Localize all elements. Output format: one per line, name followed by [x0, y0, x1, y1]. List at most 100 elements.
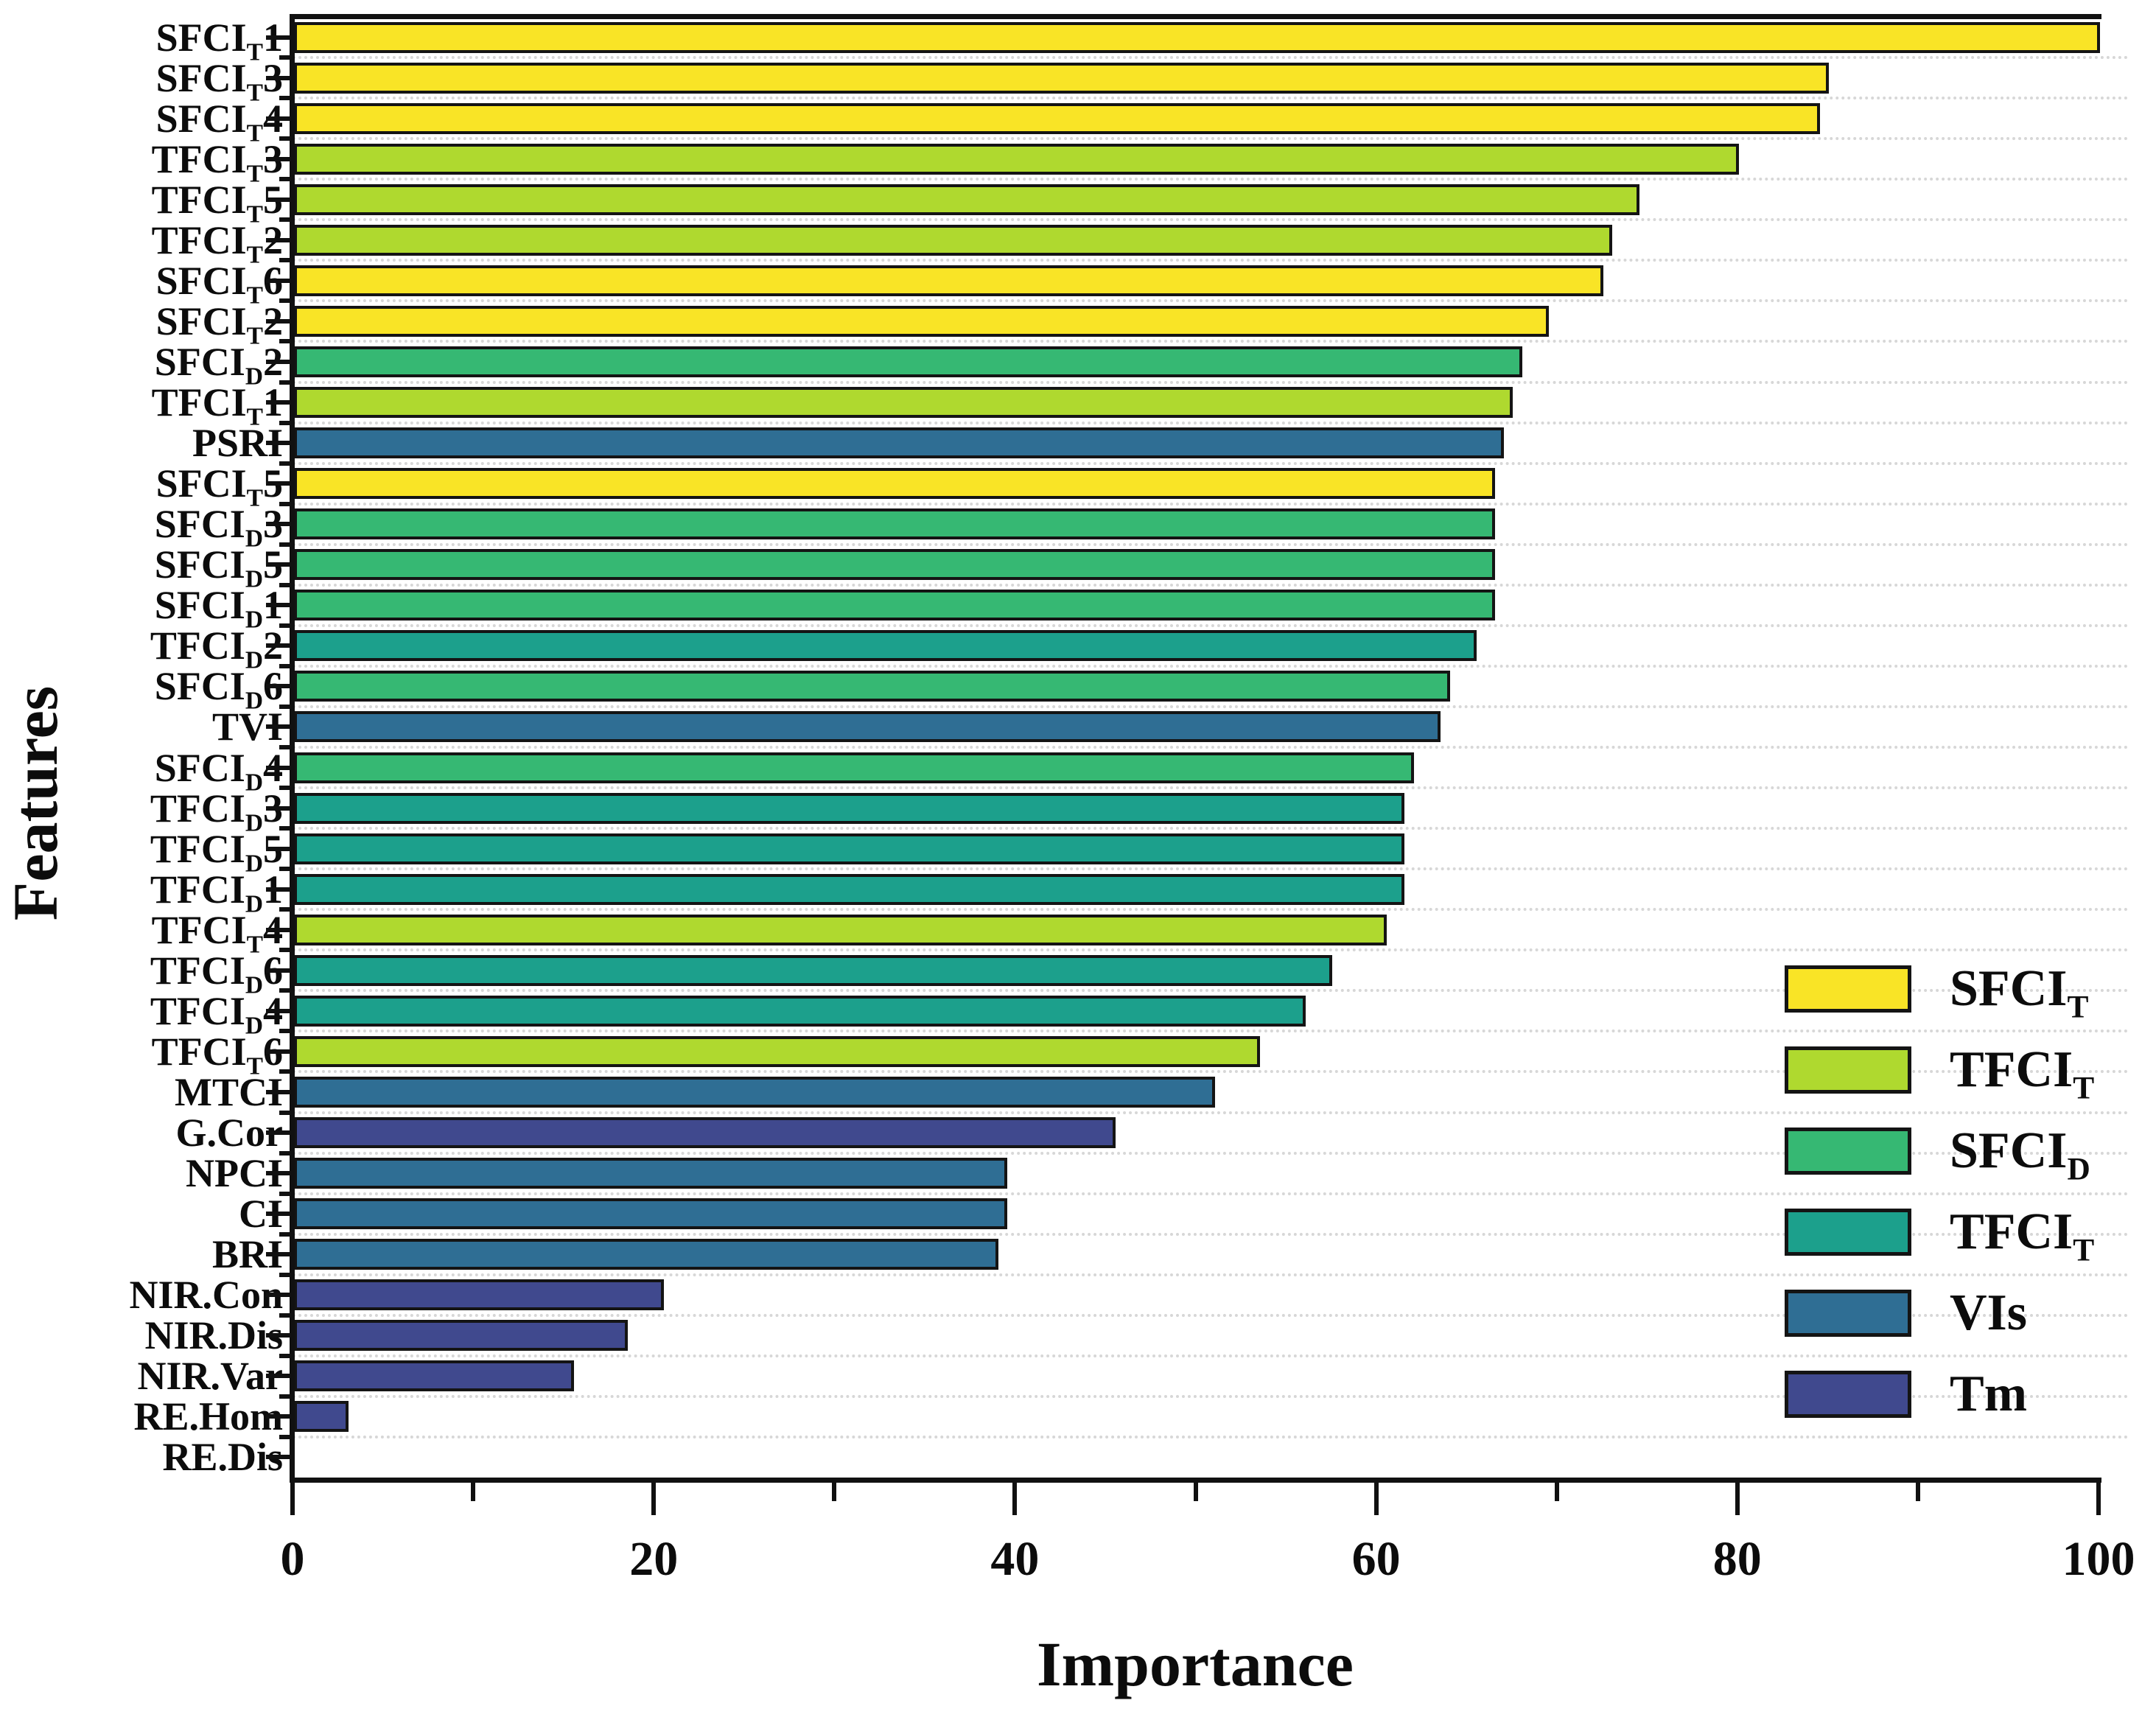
gridline [293, 1070, 2129, 1074]
gridline [293, 299, 2129, 303]
y-major-tick [266, 400, 293, 405]
y-minor-tick [279, 1353, 293, 1358]
x-tick-label: 100 [2062, 1532, 2135, 1586]
y-major-tick [266, 359, 293, 364]
legend-swatch-SFCI_T [1785, 965, 1911, 1013]
y-label: PSRI [0, 423, 283, 463]
gridline [293, 137, 2129, 141]
gridline [293, 1151, 2129, 1155]
legend-swatch-SFCI_D [1785, 1128, 1911, 1175]
label-subscript: T [246, 160, 263, 188]
bar-TFCID2 [294, 630, 1477, 662]
y-label: SFCID5 [0, 545, 283, 592]
y-minor-tick [279, 55, 293, 60]
y-label: SFCID4 [0, 748, 283, 795]
y-minor-tick [279, 177, 293, 182]
label-subscript: D [2067, 1151, 2090, 1187]
bar-MTCI [294, 1076, 1215, 1108]
y-minor-tick [279, 258, 293, 263]
bar-SFCIT5 [294, 468, 1495, 500]
x-major-tick [651, 1483, 657, 1515]
bar-TFCID4 [294, 995, 1306, 1027]
x-major-tick [1735, 1483, 1740, 1515]
bar-NIR.Dis [294, 1320, 629, 1352]
label-subscript: D [245, 647, 263, 675]
bar-SFCIT2 [294, 305, 1550, 337]
y-minor-tick [279, 1069, 293, 1074]
y-major-tick [266, 1252, 293, 1257]
gridline [293, 1313, 2129, 1317]
label-text: RE.Hom [133, 1394, 284, 1439]
y-minor-tick [279, 420, 293, 425]
y-minor-tick [279, 96, 293, 101]
y-minor-tick [279, 1231, 293, 1237]
gridline [293, 827, 2129, 831]
label-text: MTCI [175, 1069, 283, 1114]
x-tick-label: 0 [280, 1532, 305, 1586]
label-subscript: T [2073, 1232, 2095, 1268]
y-major-tick [266, 35, 293, 40]
gridline [293, 1029, 2129, 1033]
y-label: SFCIT3 [0, 55, 283, 105]
label-subscript: D [245, 769, 263, 797]
y-major-tick [266, 278, 293, 283]
y-label: BRI [0, 1234, 283, 1274]
y-label: TFCIT5 [0, 180, 283, 227]
y-minor-tick [279, 988, 293, 993]
label-text: TFCI [150, 786, 245, 831]
y-label: TFCID5 [0, 826, 283, 876]
y-label: SFCIT4 [0, 99, 283, 146]
bar-SFCID3 [294, 508, 1495, 540]
bar-G.Cor [294, 1117, 1116, 1149]
y-major-tick [266, 927, 293, 932]
y-major-tick [266, 887, 293, 892]
y-minor-tick [279, 948, 293, 953]
gridline [293, 908, 2129, 912]
label-text: VIs [1950, 1284, 2028, 1341]
y-minor-tick [279, 542, 293, 547]
gridline [293, 1232, 2129, 1236]
y-major-tick [266, 116, 293, 121]
y-major-tick [266, 75, 293, 80]
legend-label-SFCI_D: SFCID [1950, 1125, 2090, 1186]
legend-label-TFCI_T: TFCIT [1950, 1044, 2094, 1105]
bar-SFCID1 [294, 590, 1495, 621]
gridline [293, 786, 2129, 790]
y-minor-tick [279, 1110, 293, 1115]
label-subscript: D [245, 1012, 263, 1040]
y-major-tick [266, 1008, 293, 1013]
y-major-tick [266, 603, 293, 608]
label-text: SFCI [154, 664, 245, 709]
label-text: TFCI [151, 907, 247, 952]
label-text: SFCI [154, 502, 245, 547]
y-label: SFCIT5 [0, 461, 283, 511]
label-text: SFCI [155, 55, 247, 100]
gridline [293, 1273, 2129, 1276]
bar-NPCI [294, 1158, 1008, 1189]
label-subscript: D [245, 971, 263, 999]
gridline [293, 948, 2129, 952]
y-major-tick [266, 1171, 293, 1176]
y-label: TFCID3 [0, 786, 283, 836]
gridline [293, 340, 2129, 343]
label-subscript: T [246, 200, 263, 228]
y-major-tick [266, 765, 293, 770]
label-text: SFCI [155, 461, 247, 506]
gridline [293, 56, 2129, 60]
label-subscript: T [246, 403, 263, 431]
gridline [293, 502, 2129, 506]
legend-label-TFCI_D: TFCIT [1950, 1206, 2094, 1267]
top-spine [293, 14, 2101, 19]
label-subscript: T [246, 322, 263, 350]
y-minor-tick [279, 380, 293, 385]
label-text: SFCI [155, 258, 247, 303]
label-text: TFCI [150, 826, 245, 871]
y-label: TFCIT2 [0, 220, 283, 268]
y-major-tick [266, 522, 293, 527]
gridline [293, 1192, 2129, 1195]
y-label: RE.Hom [0, 1394, 284, 1439]
bar-TFCID6 [294, 954, 1333, 986]
y-label: SFCIT1 [0, 18, 283, 65]
y-minor-tick [279, 1029, 293, 1034]
